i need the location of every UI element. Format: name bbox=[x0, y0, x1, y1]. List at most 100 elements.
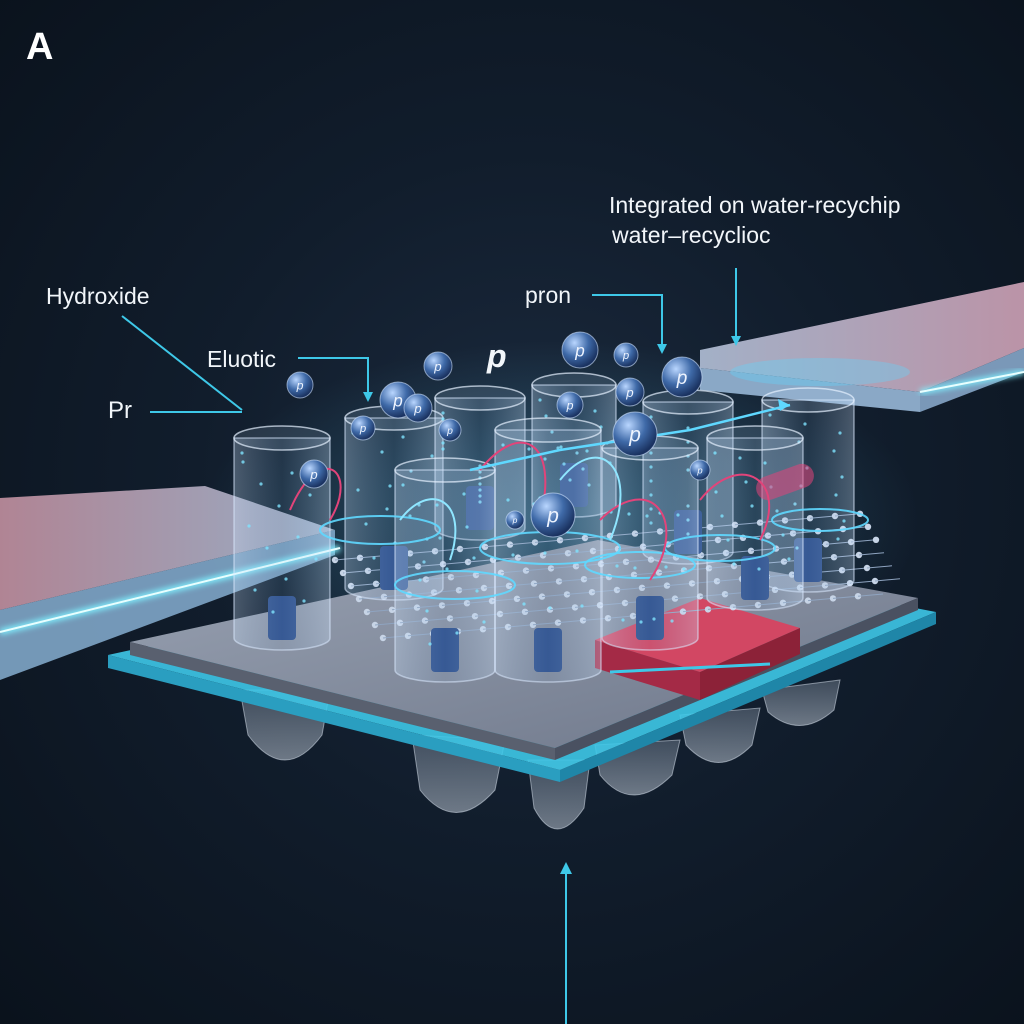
p-bubble: p bbox=[689, 459, 711, 481]
label-pr: Pr bbox=[108, 397, 132, 424]
p-bubble-glyph: p bbox=[622, 350, 629, 362]
reaction-cylinder bbox=[394, 457, 496, 683]
label-pron: pron bbox=[525, 282, 572, 308]
fluid-particle bbox=[511, 553, 515, 557]
lattice-bond bbox=[832, 595, 859, 599]
fluid-particle bbox=[627, 512, 631, 516]
p-bubble-glyph: p bbox=[676, 368, 688, 389]
fluid-particle bbox=[615, 564, 619, 568]
lattice-bond bbox=[866, 565, 893, 569]
p-bubble-glyph: p bbox=[628, 424, 641, 447]
fluid-particle bbox=[781, 533, 785, 537]
fluid-particle bbox=[482, 620, 486, 624]
fluid-particle bbox=[284, 577, 288, 581]
fluid-particle bbox=[277, 504, 281, 508]
fluid-particle bbox=[308, 493, 312, 497]
label-hydroxide: Hydroxide bbox=[46, 283, 150, 309]
lattice-bond bbox=[807, 597, 834, 602]
p-bubble-glyph: p bbox=[309, 467, 317, 482]
fluid-particle bbox=[664, 565, 668, 569]
p-bubble-glyph: p bbox=[696, 466, 702, 477]
fluid-particle bbox=[296, 535, 300, 539]
p-bubble: p bbox=[350, 415, 376, 441]
fluid-particle bbox=[575, 549, 579, 553]
fluid-particle bbox=[732, 562, 736, 566]
p-bubble: p bbox=[286, 371, 314, 399]
p-bubble: p bbox=[423, 351, 453, 381]
fluid-particle bbox=[633, 566, 637, 570]
fluid-particle bbox=[428, 642, 432, 646]
p-bubble: p bbox=[561, 331, 599, 369]
fluid-particle bbox=[768, 413, 772, 417]
fluid-particle bbox=[714, 490, 718, 494]
lattice-bond bbox=[850, 539, 877, 543]
fluid-particle bbox=[585, 449, 589, 453]
p-bubble-glyph: p bbox=[359, 423, 366, 435]
fluid-particle bbox=[538, 398, 542, 402]
fluid-particle bbox=[803, 422, 807, 426]
fluid-particle bbox=[559, 445, 563, 449]
p-bubble-glyph: p bbox=[566, 399, 574, 413]
fluid-particle bbox=[265, 546, 269, 550]
fluid-particle bbox=[455, 631, 459, 635]
p-bubble-glyph: p bbox=[574, 341, 585, 360]
fluid-particle bbox=[750, 504, 754, 508]
fluid-particle bbox=[544, 414, 548, 418]
fluid-particle bbox=[438, 536, 442, 540]
reaction-cylinder bbox=[494, 417, 602, 683]
p-bubble-glyph: p bbox=[296, 379, 304, 393]
fluid-particle bbox=[472, 556, 476, 560]
right-channel-slab bbox=[700, 282, 1024, 412]
fluid-particle bbox=[726, 538, 730, 542]
fluid-particle bbox=[364, 522, 368, 526]
fluid-particle bbox=[418, 578, 422, 582]
p-bubble: p bbox=[403, 393, 433, 423]
lattice-bond bbox=[858, 552, 885, 556]
fluid-particle bbox=[441, 447, 445, 451]
fluid-particle bbox=[253, 588, 257, 592]
fluid-particle bbox=[441, 411, 445, 415]
fluid-particle bbox=[271, 610, 275, 614]
fluid-particle bbox=[430, 454, 434, 458]
fluid-particle bbox=[670, 619, 674, 623]
fluid-particle bbox=[621, 618, 625, 622]
fluid-particle bbox=[385, 507, 389, 511]
fluid-particle bbox=[240, 451, 244, 455]
p-bubble: p bbox=[556, 391, 584, 419]
fluid-particle bbox=[580, 604, 584, 608]
fluid-particle bbox=[425, 609, 429, 613]
fluid-particle bbox=[652, 617, 656, 621]
lattice-bond bbox=[849, 580, 876, 584]
leader-hydroxide bbox=[121, 315, 243, 411]
fluid-particle bbox=[836, 537, 840, 541]
label-integrated-line2: water–recyclioc bbox=[612, 222, 771, 248]
fluid-particle bbox=[372, 556, 376, 560]
fluid-particle bbox=[593, 409, 597, 413]
p-bubble: p bbox=[613, 342, 639, 368]
fluid-particle bbox=[522, 602, 526, 606]
fluid-particle bbox=[775, 509, 779, 513]
lattice-bond bbox=[874, 578, 901, 582]
lattice-bond bbox=[366, 609, 393, 613]
label-eluotic: Eluotic bbox=[207, 346, 277, 372]
fluid-particle bbox=[832, 449, 836, 453]
fluid-particle bbox=[838, 431, 842, 435]
fluid-particle bbox=[543, 551, 547, 555]
fluid-particle bbox=[682, 567, 686, 571]
fluid-particle bbox=[441, 417, 445, 421]
p-bubble: p bbox=[505, 510, 525, 530]
fluid-particle bbox=[713, 451, 717, 455]
p-bubble-glyph: p bbox=[446, 426, 453, 437]
fluid-particle bbox=[720, 514, 724, 518]
fluid-particle bbox=[757, 567, 761, 571]
reaction-cylinder bbox=[706, 425, 804, 611]
fluid-particle bbox=[247, 524, 251, 528]
fluid-particle bbox=[401, 435, 405, 439]
reaction-cylinder bbox=[233, 425, 331, 651]
fluid-particle bbox=[462, 492, 466, 496]
fluid-particle bbox=[842, 519, 846, 523]
fluid-particle bbox=[401, 483, 405, 487]
fluid-particle bbox=[356, 488, 360, 492]
